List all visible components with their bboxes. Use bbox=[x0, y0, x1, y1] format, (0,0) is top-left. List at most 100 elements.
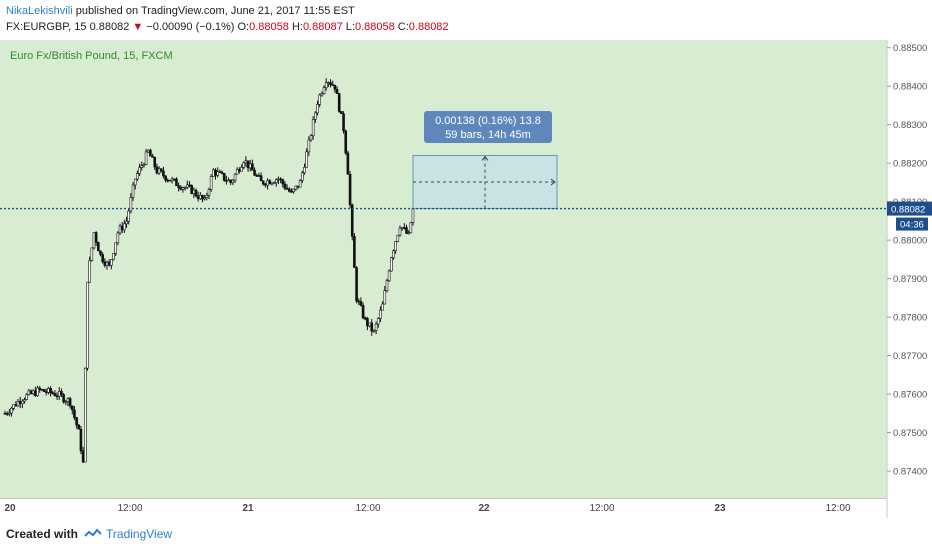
candle-body bbox=[229, 179, 233, 184]
candle-body bbox=[396, 234, 400, 242]
low-value: 0.88058 bbox=[354, 21, 395, 33]
candle-body bbox=[333, 84, 337, 90]
candle-body bbox=[123, 223, 126, 231]
candle-body bbox=[400, 227, 404, 229]
candle-body bbox=[23, 399, 26, 402]
candle-body bbox=[86, 281, 89, 369]
candle-body bbox=[303, 166, 306, 174]
candle-body bbox=[270, 182, 274, 185]
candle-body bbox=[392, 250, 395, 259]
candle-body bbox=[281, 179, 285, 185]
candle-body bbox=[257, 175, 261, 177]
author-link[interactable]: NikaLekishvili bbox=[6, 5, 73, 17]
candle-body bbox=[101, 254, 104, 263]
candle-body bbox=[264, 183, 267, 186]
candle-body bbox=[307, 139, 311, 153]
candle-body bbox=[214, 169, 217, 176]
x-tick-label: 22 bbox=[478, 503, 490, 514]
candle-body bbox=[49, 388, 52, 393]
candle-body bbox=[314, 112, 317, 120]
price-axis[interactable] bbox=[887, 40, 932, 518]
candle-body bbox=[188, 184, 191, 187]
candle-body bbox=[66, 398, 70, 402]
candle-body bbox=[144, 151, 148, 165]
price-change: −0.00090 (−0.1%) bbox=[146, 21, 235, 33]
y-tick-label: 0.87500 bbox=[893, 428, 927, 439]
y-tick-label: 0.87400 bbox=[893, 467, 927, 478]
candle-body bbox=[53, 393, 57, 397]
candle-body bbox=[172, 178, 176, 181]
candle-body bbox=[409, 222, 413, 234]
candle-body bbox=[235, 169, 239, 175]
candle-body bbox=[350, 204, 354, 237]
candle-body bbox=[194, 189, 198, 197]
candle-body bbox=[190, 185, 193, 194]
candle-body bbox=[385, 280, 389, 291]
candle-body bbox=[320, 93, 324, 96]
candle-body bbox=[38, 387, 42, 390]
open-value: 0.88058 bbox=[249, 21, 289, 33]
candle-body bbox=[114, 242, 117, 254]
published-text: published on TradingView.com, June 21, 2… bbox=[75, 5, 355, 17]
candle-body bbox=[73, 409, 76, 418]
candle-body bbox=[368, 322, 371, 327]
y-tick-label: 0.87800 bbox=[893, 313, 927, 324]
candle-body bbox=[255, 175, 259, 177]
candle-body bbox=[324, 82, 328, 89]
candle-body bbox=[88, 260, 91, 283]
candle-body bbox=[411, 208, 415, 223]
candle-body bbox=[62, 394, 65, 403]
candle-body bbox=[227, 179, 230, 182]
candle-body bbox=[253, 169, 256, 176]
candle-body bbox=[342, 113, 345, 132]
plot-area[interactable] bbox=[0, 40, 887, 498]
candle-body bbox=[27, 390, 31, 395]
tradingview-brand[interactable]: TradingView bbox=[84, 527, 172, 541]
candle-body bbox=[34, 390, 37, 397]
triangle-down-icon: ▼ bbox=[132, 21, 144, 33]
candle-body bbox=[251, 163, 254, 171]
candle-body bbox=[407, 232, 410, 235]
candle-body bbox=[372, 329, 376, 332]
candle-body bbox=[274, 179, 278, 184]
candle-body bbox=[205, 195, 209, 199]
candle-body bbox=[170, 178, 174, 182]
candle-body bbox=[3, 413, 7, 415]
candle-body bbox=[40, 389, 44, 391]
y-tick-label: 0.87600 bbox=[893, 390, 927, 401]
candle-body bbox=[146, 149, 150, 153]
candle-body bbox=[142, 164, 146, 166]
candle-body bbox=[151, 155, 154, 158]
countdown-tag bbox=[896, 217, 928, 231]
candle-body bbox=[348, 174, 352, 206]
candle-body bbox=[309, 135, 313, 141]
price-tag bbox=[887, 201, 932, 216]
candle-body bbox=[31, 390, 35, 394]
candle-body bbox=[183, 186, 187, 189]
candle-body bbox=[75, 417, 78, 426]
candle-body bbox=[355, 267, 358, 302]
candle-body bbox=[370, 322, 374, 332]
candle-body bbox=[149, 149, 152, 157]
candle-body bbox=[153, 157, 157, 168]
candle-body bbox=[164, 175, 167, 181]
candle-body bbox=[331, 84, 335, 86]
candle-body bbox=[301, 172, 304, 181]
created-with-text: Created with bbox=[6, 527, 79, 541]
candle-body bbox=[112, 252, 115, 260]
candle-body bbox=[305, 151, 308, 168]
candle-body bbox=[97, 242, 100, 252]
candle-body bbox=[222, 173, 226, 181]
candle-body bbox=[107, 261, 111, 266]
measure-label-line1: 0.00138 (0.16%) 13.8 bbox=[435, 115, 541, 127]
countdown-value: 04:36 bbox=[900, 220, 924, 231]
candle-body bbox=[335, 88, 339, 94]
candle-body bbox=[374, 323, 378, 331]
x-tick-label: 20 bbox=[4, 503, 16, 514]
candle-body bbox=[179, 187, 183, 190]
time-axis[interactable] bbox=[0, 498, 887, 518]
candle-body bbox=[166, 179, 170, 182]
price-chart[interactable]: Euro Fx/British Pound, 15, FXCM 0.88500 0… bbox=[0, 40, 932, 518]
open-label: O: bbox=[237, 21, 250, 33]
candle-body bbox=[110, 259, 113, 266]
